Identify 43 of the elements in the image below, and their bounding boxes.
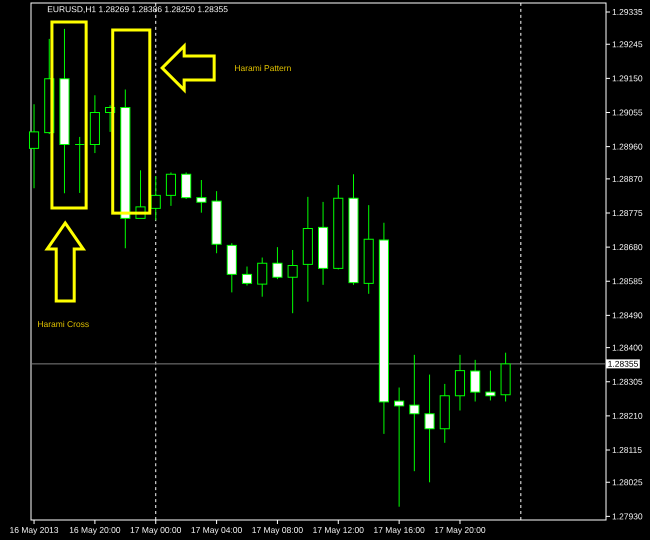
y-tick-label: 1.29245 (612, 41, 642, 48)
y-tick-label: 1.27930 (612, 513, 642, 520)
x-tick-label: 17 May 08:00 (252, 527, 303, 535)
candlestick (424, 374, 435, 483)
candlestick (150, 176, 161, 221)
candlestick (28, 104, 40, 189)
annotation: Harami Pattern (235, 64, 291, 72)
y-tick-label: 1.28400 (612, 344, 642, 351)
x-tick-label: 17 May 20:00 (434, 527, 486, 535)
y-tick-label: 1.28210 (612, 412, 642, 419)
y-tick-label: 1.28775 (612, 210, 642, 216)
y-tick-label: 1.29150 (612, 75, 642, 82)
y-tick-label: 1.29335 (612, 8, 642, 15)
candlestick (272, 246, 282, 280)
x-tick-label: 16 May 20:00 (70, 527, 120, 535)
candlestick (257, 257, 268, 298)
x-tick-label: 17 May 16:00 (374, 527, 424, 535)
y-tick-label: 1.28585 (612, 278, 642, 284)
x-tick-label: 17 May 12:00 (313, 527, 364, 535)
candlestick (470, 359, 480, 402)
annotation: Harami Cross (38, 320, 89, 328)
chart-title: EURUSD,H1 1.28269 1.28386 1.28250 1.28355 (48, 6, 228, 14)
candlestick (74, 136, 85, 194)
x-tick-label: 17 May 00:00 (130, 527, 182, 535)
candlestick (394, 387, 404, 508)
candlestick (242, 266, 252, 286)
y-tick-label: 1.28025 (612, 479, 642, 486)
y-tick-label: 1.29055 (612, 110, 642, 116)
candlestick (196, 179, 206, 214)
y-tick-label: 1.28680 (612, 244, 642, 250)
ref-line-label: 1.28355 (608, 360, 638, 367)
y-tick-label: 1.28490 (612, 312, 642, 318)
y-tick-label: 1.28870 (612, 176, 642, 182)
candlestick (409, 354, 420, 472)
x-tick-label: 16 May 2013 (10, 527, 58, 535)
y-tick-label: 1.28115 (612, 447, 642, 453)
x-tick-label: 17 May 04:00 (192, 527, 242, 535)
candlestick (288, 250, 298, 314)
y-tick-label: 1.28305 (612, 378, 642, 385)
candlestick (181, 172, 192, 200)
y-tick-label: 1.28960 (612, 144, 642, 150)
candlestick (166, 172, 176, 206)
candlestick (485, 370, 496, 401)
